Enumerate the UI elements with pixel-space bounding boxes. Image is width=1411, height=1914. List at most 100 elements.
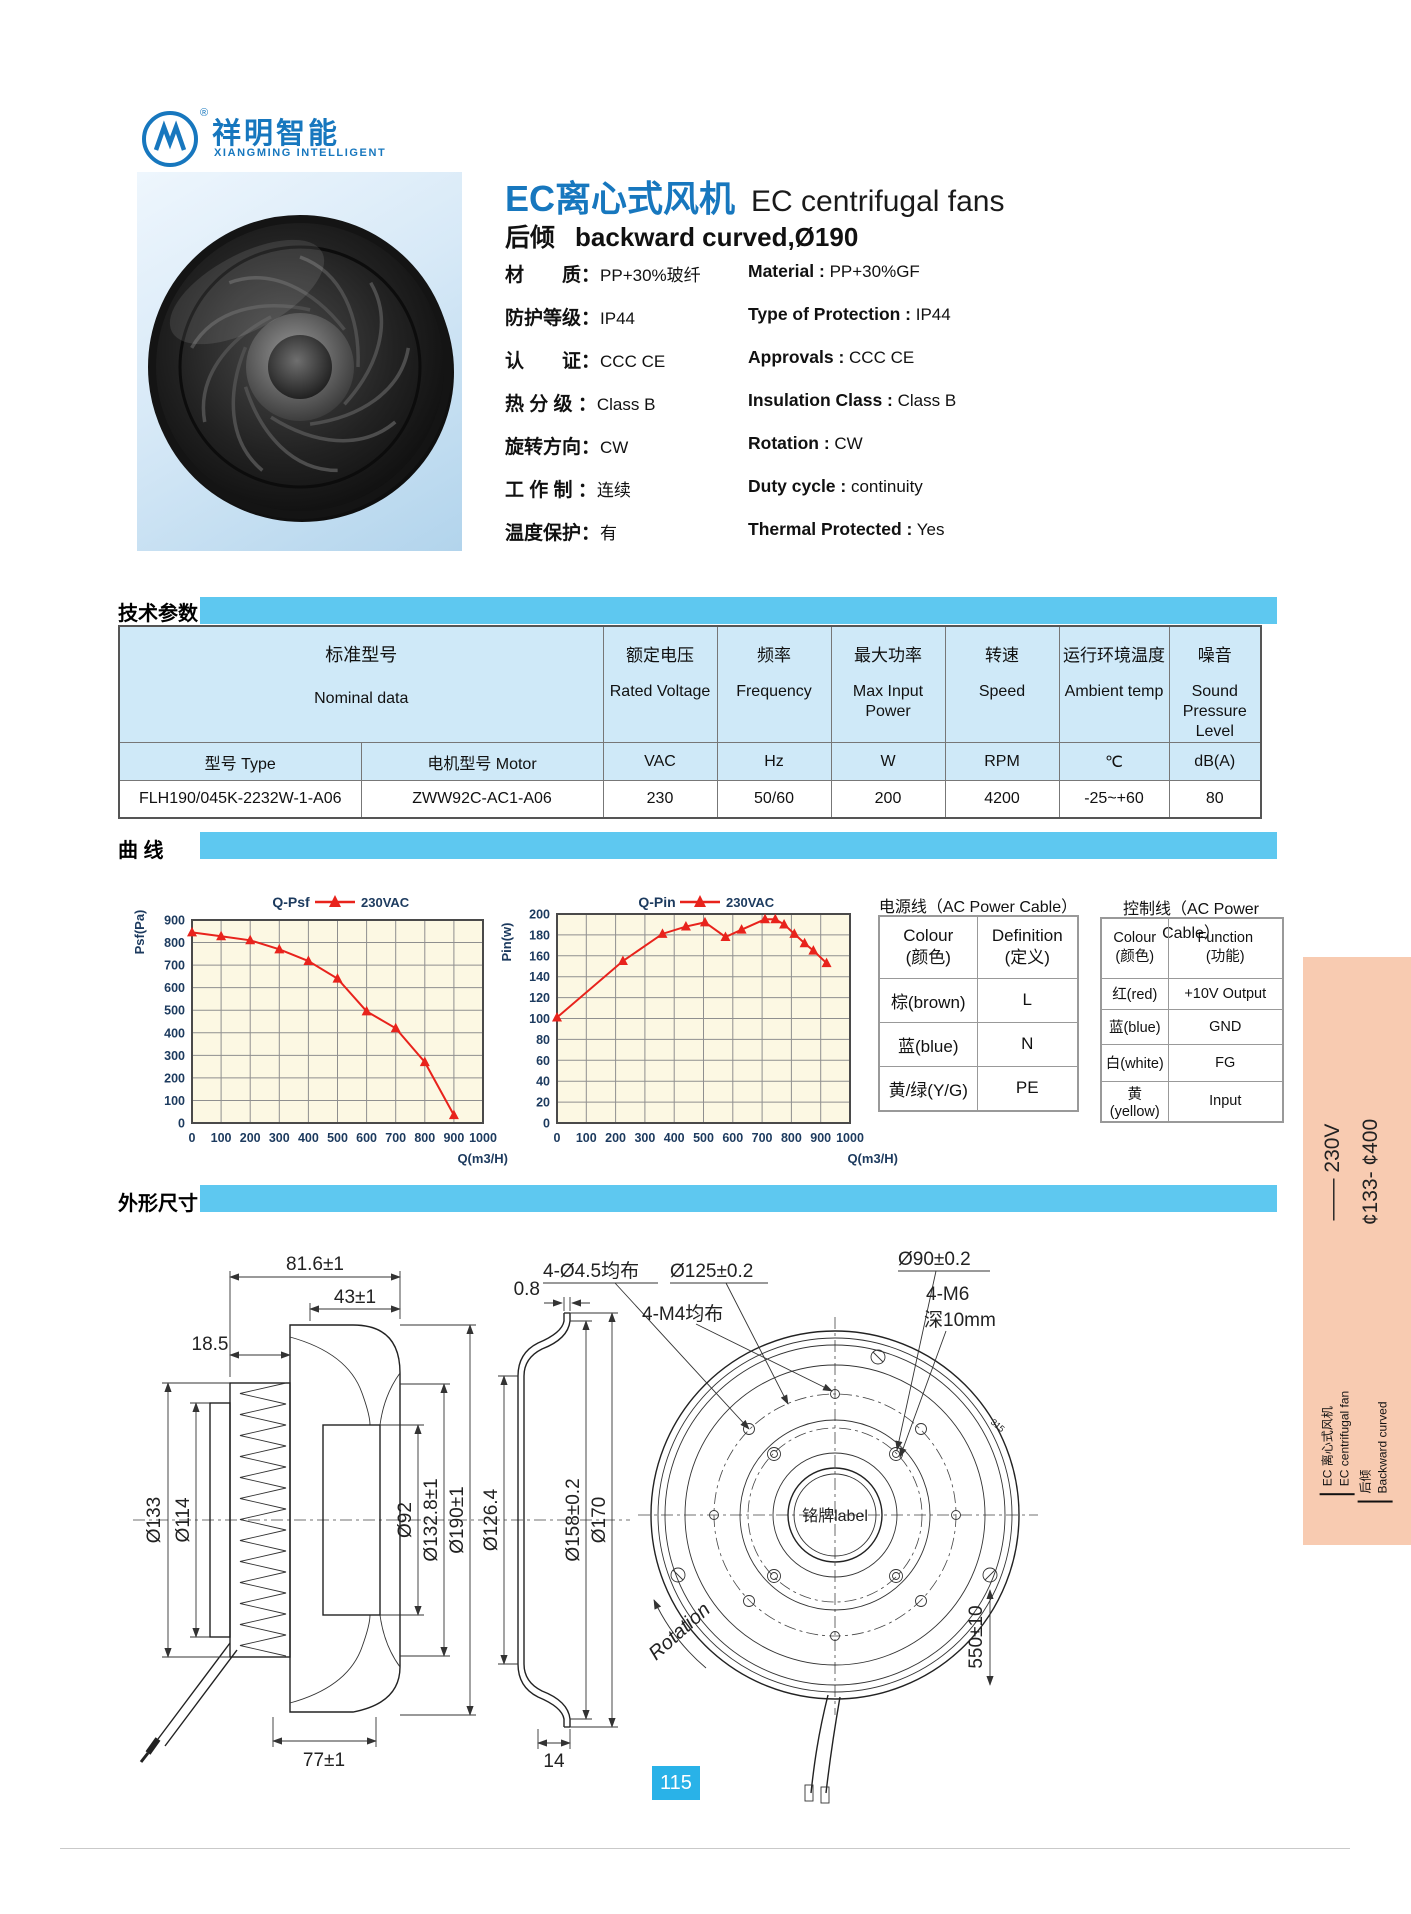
spec-en-value: CCC CE: [849, 348, 915, 367]
sub-header: dB(A): [1168, 742, 1262, 781]
spec-en-value: Class B: [897, 391, 957, 410]
col-header: 噪音 Sound Pressure Level: [1168, 625, 1262, 743]
brand-logo-icon: ®: [142, 107, 208, 167]
page-title: EC离心式风机 EC centrifugal fans: [505, 170, 1004, 222]
group-header-zh: 标准型号: [325, 645, 398, 665]
svg-text:0: 0: [554, 1131, 561, 1145]
spec-zh-label: 旋转方向：: [505, 437, 601, 458]
col-header: Colour (颜色): [1100, 917, 1169, 979]
spec-en-label: Insulation Class :: [748, 390, 893, 410]
spec-zh-label: 热 分 级 ：: [505, 394, 597, 415]
cell-speed: 4200: [944, 780, 1060, 818]
wire-colour: 黄/绿(Y/G): [878, 1065, 978, 1112]
table-row: 红(red) +10V Output: [1100, 977, 1284, 1010]
page-number: 115: [652, 1766, 700, 1800]
header-line2: (颜色): [905, 948, 951, 968]
tech-params-table: 标准型号 Nominal data 额定电压 Rated Voltage 频率 Fr…: [118, 625, 1262, 819]
side-view: 81.6±1 43±1 18.5 Ø133 Ø114 Ø92 Ø132.8±1 …: [133, 1254, 483, 1771]
spec-en-label: Thermal Protected :: [748, 519, 913, 539]
chart-title: Q-Psf: [272, 894, 310, 910]
y-axis-label: Psf(Pa): [132, 910, 147, 955]
svg-text:100: 100: [211, 1131, 232, 1145]
col-header-en: Sound Pressure Level: [1182, 683, 1247, 740]
x-axis-label: Q(m3/H): [847, 1151, 898, 1166]
spec-en-value: CW: [834, 434, 863, 453]
svg-text:700: 700: [752, 1131, 773, 1145]
wire-function: GND: [1167, 1008, 1284, 1045]
rotation-label: Rotation: [645, 1599, 715, 1665]
svg-text:40: 40: [536, 1075, 550, 1089]
legend-marker-icon: [329, 895, 341, 907]
wire-definition: PE: [976, 1065, 1079, 1112]
spec-row: 防护等级：IP44 Type of Protection : IP44: [505, 295, 1285, 338]
svg-text:200: 200: [605, 1131, 626, 1145]
subtitle-zh: 后倾: [505, 224, 556, 252]
svg-text:900: 900: [810, 1131, 831, 1145]
col-header-en: Rated Voltage: [609, 683, 711, 700]
side-tab: —— 230V ¢133- ¢400 EC 离心式风机 EC centrifug…: [1303, 957, 1411, 1545]
svg-text:800: 800: [164, 936, 185, 950]
spec-en-label: Duty cycle :: [748, 476, 847, 496]
svg-text:200: 200: [529, 908, 550, 922]
x-axis-label: Q(m3/H): [457, 1151, 508, 1166]
svg-text:180: 180: [529, 928, 550, 942]
col-header: Function (功能): [1167, 917, 1284, 979]
svg-text:500: 500: [164, 1004, 185, 1018]
svg-text:600: 600: [356, 1131, 377, 1145]
spec-zh-value: 连续: [596, 481, 631, 500]
table-row: 黄/绿(Y/G) PE: [878, 1065, 1079, 1112]
spec-zh-label: 材 质：: [505, 265, 601, 286]
svg-text:300: 300: [269, 1131, 290, 1145]
spec-zh-label: 工 作 制 ：: [505, 480, 597, 501]
col-header: 转速 Speed: [944, 625, 1060, 743]
spec-row: 热 分 级 ：Class B Insulation Class : Class …: [505, 381, 1285, 424]
footer-divider: [60, 1848, 1350, 1849]
svg-text:300: 300: [164, 1049, 185, 1063]
legend-marker-icon: [694, 895, 706, 907]
svg-text:400: 400: [664, 1131, 685, 1145]
spec-en-value: Yes: [916, 520, 945, 539]
table-row: 蓝(blue) GND: [1100, 1008, 1284, 1045]
col-header: 运行环境温度 Ambient temp: [1058, 625, 1170, 743]
chart-title: Q-Pin: [638, 894, 675, 910]
svg-text:160: 160: [529, 949, 550, 963]
col-header: Definition (定义): [976, 915, 1079, 979]
dim-outlet-width: 77±1: [303, 1750, 345, 1771]
power-cable-table: Colour (颜色) Definition (定义) 棕(brown) L 蓝(bl…: [878, 915, 1079, 1112]
family-zh: EC 离心式风机: [1320, 1406, 1335, 1487]
front-view: 315 铭牌label 4-Ø4.5均布 Ø125±0.2 4-M4均布 Ø90…: [543, 1249, 1038, 1804]
dim-motor-od: Ø114: [173, 1497, 194, 1543]
col-header: 最大功率 Max Input Power: [830, 625, 946, 743]
spec-en-label: Material :: [748, 261, 825, 281]
dim-m6-thread: 4-M6: [926, 1284, 969, 1305]
section-bar: [200, 1185, 1277, 1212]
dim-m4-pattern: 4-M4均布: [642, 1303, 723, 1325]
svg-text:1000: 1000: [836, 1131, 864, 1145]
group-header-en: Nominal data: [314, 690, 409, 707]
dim-inlet-od: Ø132.8±1: [421, 1478, 442, 1561]
spec-zh-label: 温度保护：: [505, 523, 601, 544]
sub-header: 电机型号 Motor: [360, 742, 604, 781]
sub-header: VAC: [602, 742, 718, 781]
cell-noise: 80: [1168, 780, 1262, 818]
svg-text:100: 100: [576, 1131, 597, 1145]
col-header: Colour (颜色): [878, 915, 978, 979]
table-row: FLH190/045K-2232W-1-A06 ZWW92C-AC1-A06 2…: [118, 780, 1262, 818]
spec-zh-value: CW: [600, 438, 629, 457]
svg-text:300: 300: [634, 1131, 655, 1145]
product-photo: [137, 172, 462, 551]
table-row: 黄(yellow) Input: [1100, 1080, 1284, 1122]
svg-text:0: 0: [543, 1117, 550, 1131]
svg-text:140: 140: [529, 970, 550, 984]
legend-label: 230VAC: [726, 895, 775, 910]
spec-row: 温度保护：有 Thermal Protected : Yes: [505, 510, 1285, 553]
sub-header: W: [830, 742, 946, 781]
dim-hub-od: Ø92: [395, 1502, 416, 1538]
dim-hole-pattern: 4-Ø4.5均布: [543, 1260, 639, 1282]
spec-zh-label: 认 证：: [505, 351, 601, 372]
chart-q-pin: Q-Pin 230VAC Pin(w) Q(m3/H) 0 20 40 60 80 100…: [499, 894, 898, 1166]
dim-m6-depth: 深10mm: [924, 1309, 996, 1331]
spec-en-label: Type of Protection :: [748, 304, 912, 324]
y-axis-label: Pin(w): [499, 923, 514, 962]
svg-text:900: 900: [443, 1131, 464, 1145]
